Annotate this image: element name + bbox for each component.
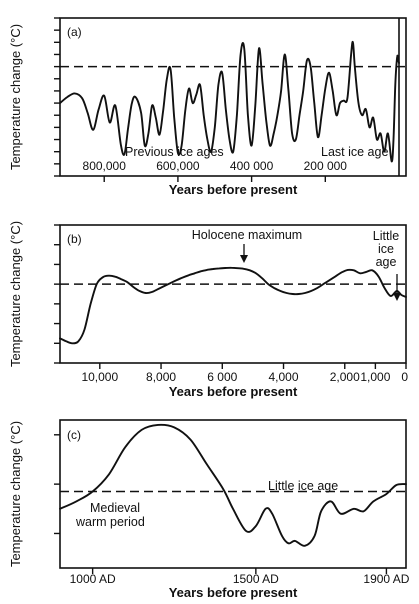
- panel-c-label: (c): [67, 428, 81, 442]
- panel-c-x-tick-label: 1500 AD: [233, 572, 279, 586]
- panel-a-x-tick-label: 200 000: [304, 159, 348, 173]
- panel-b-annotation-little-ice-age-line: age: [376, 255, 397, 269]
- panel-a-label: (a): [67, 25, 82, 39]
- panel-c-frame: [59, 419, 407, 569]
- panel-b-x-tick-label: 2,000: [330, 370, 360, 384]
- panel-b-temperature-curve: [59, 266, 407, 345]
- panel-c-x-tick-label: 1900 AD: [363, 572, 409, 586]
- panel-c-y-ticks: [54, 434, 60, 535]
- panel-b-label: (b): [67, 232, 82, 246]
- panel-b-annotation-little-ice-age-line: ice: [378, 242, 394, 256]
- panel-a-y-ticks: [54, 17, 60, 177]
- panel-b-y-axis-label: Temperature change (°C): [8, 221, 23, 367]
- panel-a-x-tick-label: 600,000: [156, 159, 200, 173]
- panel-a-x-tick-labels: 800,000 600,000 400 000 200 000: [83, 159, 348, 173]
- panel-b-x-tick-label: 4,000: [269, 370, 299, 384]
- panel-c-annotation-little-ice-age: Little ice age: [268, 479, 338, 493]
- panel-b-x-tick-label: 0: [401, 370, 408, 384]
- panel-a-x-ticks: [103, 176, 327, 182]
- panel-b: (b) Holocene maximum Little ice age 10,000…: [8, 221, 408, 399]
- panel-b-x-ticks: [99, 363, 407, 369]
- panel-c-annotation-medieval-line-1: Medieval: [90, 501, 140, 515]
- panel-b-holocene-arrowhead: [240, 255, 248, 263]
- panel-c-y-axis-label: Temperature change (°C): [8, 421, 23, 567]
- panel-b-x-tick-label: 10,000: [81, 370, 118, 384]
- panel-a-annotation-previous-ice-ages: Previous ice ages: [125, 145, 224, 159]
- panel-a-y-axis-label: Temperature change (°C): [8, 24, 23, 170]
- panel-a-x-tick-label: 400 000: [230, 159, 274, 173]
- panel-b-annotation-little-ice-age: Little ice age: [373, 229, 399, 269]
- panel-a-annotation-last-ice-age: Last ice age: [321, 145, 388, 159]
- panel-a-temperature-curve: [59, 40, 400, 163]
- panel-b-y-ticks: [54, 224, 60, 364]
- panel-b-x-tick-label: 8,000: [146, 370, 176, 384]
- panel-c-annotation-medieval-line-2: warm period: [75, 515, 145, 529]
- panel-a-x-tick-label: 800,000: [83, 159, 127, 173]
- panel-c-temperature-curve: [59, 423, 407, 547]
- panel-a: (a) Previous ice ages Last ice age 800,0…: [8, 17, 407, 197]
- panel-b-frame: [59, 224, 407, 364]
- panel-c-x-axis-label: Years before present: [169, 585, 298, 600]
- panel-b-annotation-little-ice-age-line: Little: [373, 229, 399, 243]
- panel-a-frame: [59, 17, 407, 177]
- panel-b-x-axis-label: Years before present: [169, 384, 298, 399]
- panel-a-x-axis-label: Years before present: [169, 182, 298, 197]
- panel-b-annotation-little-ice-age-text: Little ice age: [373, 229, 399, 269]
- panel-c: (c) Little ice age Medieval warm period …: [8, 419, 410, 600]
- panel-b-little-ice-age-arrowhead: [393, 293, 401, 301]
- panel-b-x-tick-label: 6 000: [207, 370, 237, 384]
- panel-c-x-ticks: [91, 568, 388, 574]
- panel-c-annotation-medieval-warm-period: Medieval warm period: [75, 501, 145, 529]
- panel-c-x-tick-label: 1000 AD: [70, 572, 116, 586]
- panel-b-x-tick-label: 1,000: [360, 370, 390, 384]
- panel-b-annotation-holocene-maximum: Holocene maximum: [192, 228, 302, 242]
- panel-c-x-tick-labels: 1000 AD 1500 AD 1900 AD: [70, 572, 410, 586]
- panel-b-x-tick-labels: 10,000 8,000 6 000 4,000 2,000 1,000 0: [81, 370, 408, 384]
